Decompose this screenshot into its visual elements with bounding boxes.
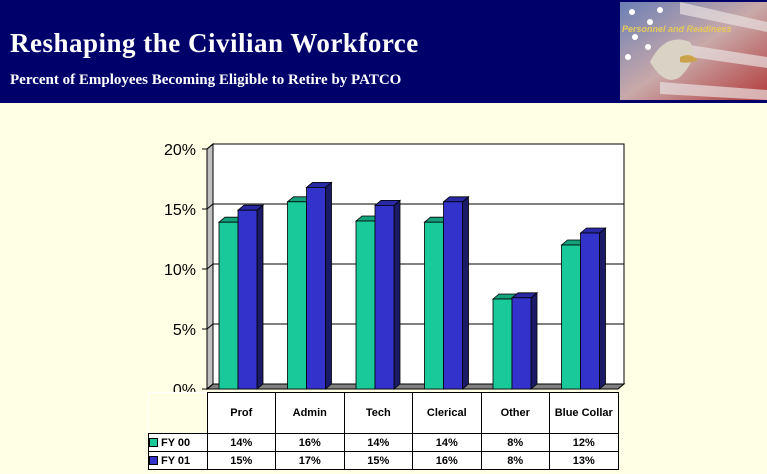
y-tick-label: 10% bbox=[164, 262, 196, 279]
bar bbox=[493, 299, 512, 389]
legend-swatch bbox=[149, 438, 158, 447]
bar bbox=[581, 233, 600, 389]
legend-entry: FY 01 bbox=[149, 452, 208, 470]
data-label: 15% bbox=[344, 452, 413, 470]
y-tick-label: 15% bbox=[164, 202, 196, 219]
x-tick-label: Clerical bbox=[413, 393, 482, 434]
data-label: 8% bbox=[481, 434, 550, 452]
data-label: 13% bbox=[550, 452, 619, 470]
bar bbox=[238, 210, 257, 389]
bar-side bbox=[463, 197, 469, 389]
legend-entry: FY 00 bbox=[149, 434, 208, 452]
data-label: 15% bbox=[207, 452, 276, 470]
y-tick-label: 5% bbox=[173, 322, 196, 339]
legend-label: FY 01 bbox=[161, 455, 190, 467]
legend-swatch bbox=[149, 456, 158, 465]
bar-side bbox=[394, 200, 400, 389]
data-label: 14% bbox=[413, 434, 482, 452]
bar bbox=[444, 202, 463, 389]
x-tick-label: Prof bbox=[207, 393, 276, 434]
bar bbox=[356, 221, 375, 389]
table-corner bbox=[149, 393, 208, 434]
x-tick-label: Tech bbox=[344, 393, 413, 434]
slide: Reshaping the Civilian Workforce Percent… bbox=[0, 0, 767, 474]
data-label: 17% bbox=[276, 452, 345, 470]
bar bbox=[425, 222, 444, 389]
legend-label: FY 00 bbox=[161, 437, 190, 449]
bar-side bbox=[257, 205, 263, 389]
x-tick-label: Blue Collar bbox=[550, 393, 619, 434]
x-tick-label: Admin bbox=[276, 393, 345, 434]
bar-side bbox=[600, 228, 606, 389]
data-label: 14% bbox=[344, 434, 413, 452]
bar bbox=[219, 222, 238, 389]
data-label: 14% bbox=[207, 434, 276, 452]
data-label: 8% bbox=[481, 452, 550, 470]
bar-side bbox=[531, 293, 537, 389]
data-label: 16% bbox=[276, 434, 345, 452]
y-tick-label: 20% bbox=[164, 142, 196, 159]
bar bbox=[512, 298, 531, 389]
bar bbox=[562, 245, 581, 389]
x-tick-label: Other bbox=[481, 393, 550, 434]
bar bbox=[375, 205, 394, 389]
data-label: 12% bbox=[550, 434, 619, 452]
bar bbox=[288, 202, 307, 389]
data-label: 16% bbox=[413, 452, 482, 470]
bar-side bbox=[326, 182, 332, 389]
bar bbox=[307, 187, 326, 389]
